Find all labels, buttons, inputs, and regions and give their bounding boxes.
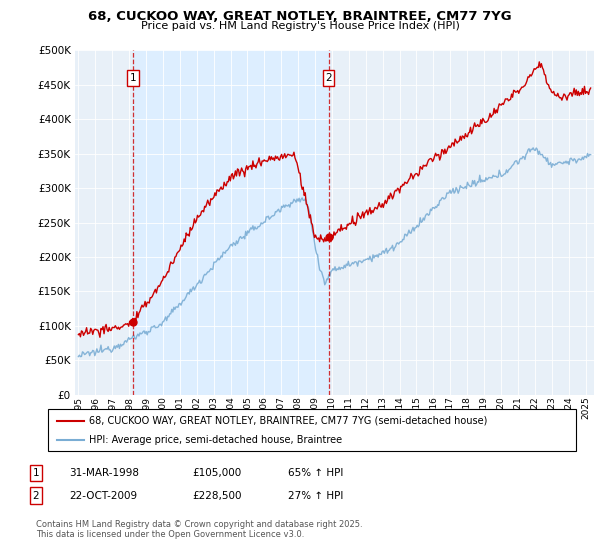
Bar (133, 50, 329, 395)
Text: 68, CUCKOO WAY, GREAT NOTLEY, BRAINTREE, CM77 7YG (semi-detached house): 68, CUCKOO WAY, GREAT NOTLEY, BRAINTREE,… (89, 416, 487, 426)
Text: Price paid vs. HM Land Registry's House Price Index (HPI): Price paid vs. HM Land Registry's House … (140, 21, 460, 31)
Text: 22-OCT-2009: 22-OCT-2009 (69, 491, 137, 501)
Text: 2: 2 (32, 491, 40, 501)
Text: £105,000: £105,000 (192, 468, 241, 478)
Text: 68, CUCKOO WAY, GREAT NOTLEY, BRAINTREE, CM77 7YG: 68, CUCKOO WAY, GREAT NOTLEY, BRAINTREE,… (88, 10, 512, 23)
Text: £228,500: £228,500 (192, 491, 241, 501)
Text: 1: 1 (32, 468, 40, 478)
Text: 31-MAR-1998: 31-MAR-1998 (69, 468, 139, 478)
Text: Contains HM Land Registry data © Crown copyright and database right 2025.
This d: Contains HM Land Registry data © Crown c… (36, 520, 362, 539)
Text: HPI: Average price, semi-detached house, Braintree: HPI: Average price, semi-detached house,… (89, 435, 342, 445)
Text: 65% ↑ HPI: 65% ↑ HPI (288, 468, 343, 478)
Text: 1: 1 (130, 73, 136, 83)
Text: 2: 2 (325, 73, 332, 83)
Text: 27% ↑ HPI: 27% ↑ HPI (288, 491, 343, 501)
